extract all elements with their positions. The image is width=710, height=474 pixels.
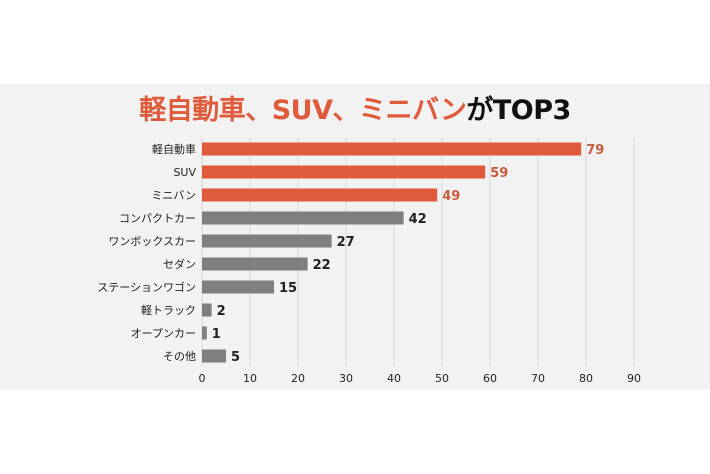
category-label: SUV (173, 166, 196, 179)
category-label: ワンボックスカー (108, 235, 196, 248)
category-label: ステーションワゴン (97, 280, 196, 294)
value-label: 1 (212, 327, 221, 342)
bar (202, 257, 308, 271)
value-label: 59 (490, 166, 508, 181)
x-tick-label: 70 (531, 372, 545, 385)
x-tick-label: 60 (483, 372, 497, 385)
value-label: 49 (442, 189, 460, 204)
x-tick-label: 80 (579, 372, 593, 385)
bar (202, 188, 438, 202)
x-tick-label: 40 (387, 372, 401, 385)
category-label: セダン (163, 257, 196, 271)
chart-title: 軽自動車、SUV、ミニバンがTOP3 (0, 88, 710, 127)
category-label: その他 (163, 350, 196, 363)
category-label: 軽自動車 (152, 142, 196, 156)
value-label: 2 (217, 304, 226, 319)
bar (202, 211, 404, 225)
category-label: ミニバン (151, 189, 196, 202)
title-highlight: 軽自動車、SUV、ミニバン (139, 95, 467, 126)
x-tick-label: 30 (339, 372, 353, 385)
x-tick-label: 20 (291, 372, 305, 385)
value-label: 5 (231, 350, 240, 365)
category-label: オープンカー (131, 327, 196, 340)
category-label: 軽トラック (141, 304, 196, 317)
value-label: 27 (337, 235, 355, 250)
bar (202, 165, 486, 179)
value-label: 15 (279, 281, 297, 296)
x-tick-label: 0 (199, 372, 206, 385)
category-label: コンパクトカー (119, 212, 196, 225)
x-tick-label: 90 (627, 372, 641, 385)
bar (202, 280, 274, 294)
title-rest: がTOP3 (466, 95, 571, 126)
x-tick-label: 10 (243, 372, 257, 385)
x-tick-label: 50 (435, 372, 449, 385)
bar (202, 349, 226, 363)
value-label: 42 (409, 212, 427, 227)
value-label: 79 (586, 143, 604, 158)
bar (202, 303, 212, 317)
value-label: 22 (313, 258, 331, 273)
chart-panel (0, 84, 710, 390)
bar (202, 234, 332, 248)
bar (202, 142, 582, 156)
bar (202, 326, 207, 340)
